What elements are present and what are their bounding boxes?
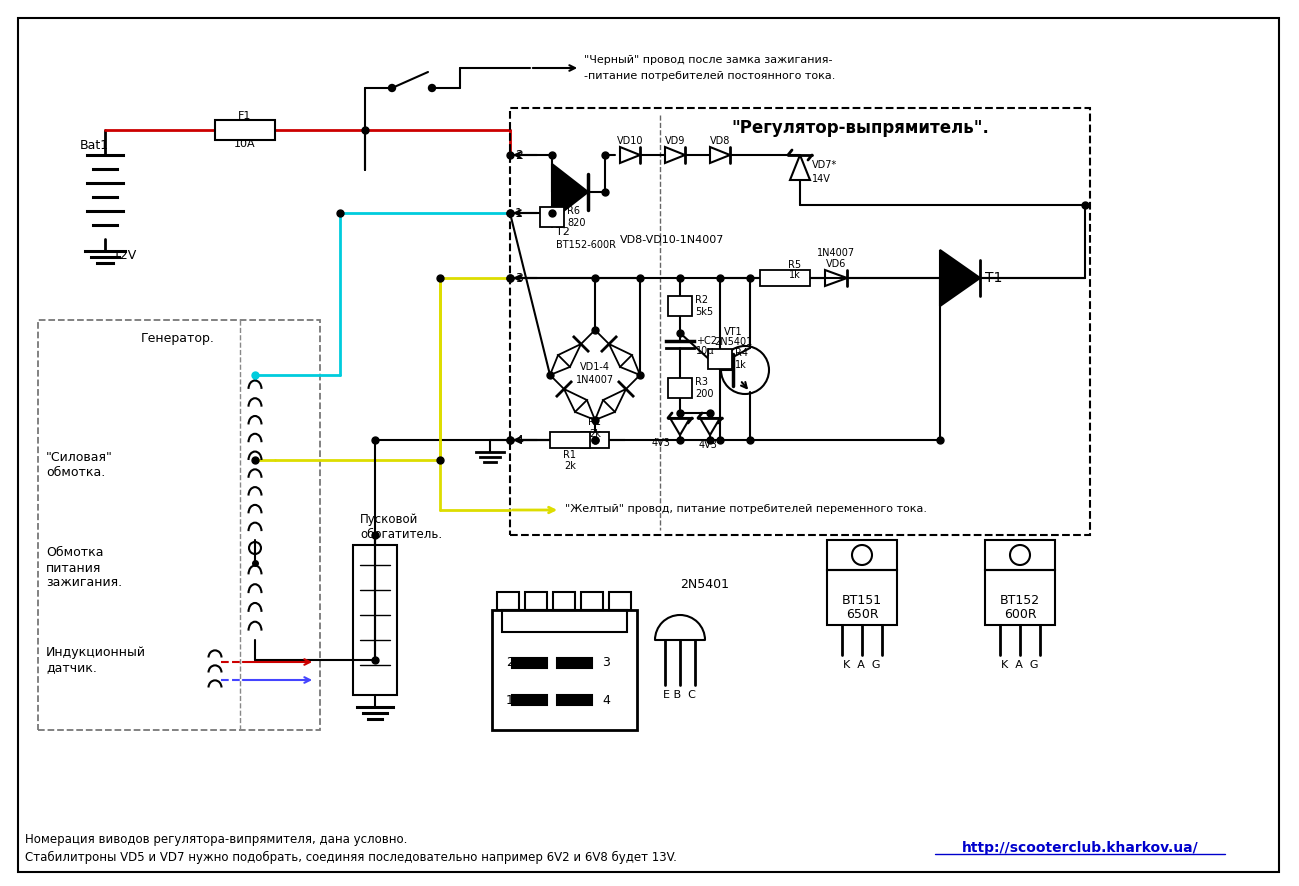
Text: +C2: +C2 xyxy=(696,336,717,346)
Bar xyxy=(526,592,547,610)
Text: Обмотка
питания
зажигания.: Обмотка питания зажигания. xyxy=(45,547,122,589)
Text: Стабилитроны VD5 и VD7 нужно подобрать, соединяя последовательно например 6V2 и : Стабилитроны VD5 и VD7 нужно подобрать, … xyxy=(25,851,677,864)
Bar xyxy=(985,540,1055,570)
Text: BT152-600R: BT152-600R xyxy=(556,240,616,250)
Text: 2: 2 xyxy=(514,149,523,161)
Text: 4V3: 4V3 xyxy=(699,440,717,450)
Bar xyxy=(827,570,898,625)
Bar xyxy=(827,540,898,570)
Text: 3: 3 xyxy=(601,657,609,670)
Bar xyxy=(557,658,592,668)
Text: Номерация виводов регулятора-випрямителя, дана условно.: Номерация виводов регулятора-випрямителя… xyxy=(25,834,408,846)
Text: VD9: VD9 xyxy=(665,136,685,146)
Text: 4: 4 xyxy=(514,433,523,447)
Text: Пусковой
обогатитель.: Пусковой обогатитель. xyxy=(360,513,442,541)
Text: 3: 3 xyxy=(514,271,523,284)
Bar xyxy=(553,592,575,610)
Bar xyxy=(582,592,604,610)
Text: VD6: VD6 xyxy=(826,259,846,269)
Bar xyxy=(511,108,1090,535)
Bar xyxy=(498,592,520,610)
Text: 5k5: 5k5 xyxy=(695,307,713,316)
Bar xyxy=(760,270,811,286)
Text: R2: R2 xyxy=(695,294,708,305)
Text: R6: R6 xyxy=(566,206,579,215)
Text: K  A  G: K A G xyxy=(1002,660,1039,670)
Text: 10μ: 10μ xyxy=(696,346,714,356)
Text: VD7*: VD7* xyxy=(812,160,838,170)
Bar xyxy=(708,349,733,369)
Text: R3: R3 xyxy=(695,377,708,387)
Bar xyxy=(501,610,627,632)
Text: VD10: VD10 xyxy=(617,136,643,146)
Bar xyxy=(549,432,590,448)
Text: 1k: 1k xyxy=(735,360,747,370)
Text: Индукционный
датчик.: Индукционный датчик. xyxy=(45,646,145,674)
Text: 4V3: 4V3 xyxy=(652,438,670,448)
Text: 600R: 600R xyxy=(1004,609,1037,621)
Bar xyxy=(668,296,692,315)
Text: "Силовая"
обмотка.: "Силовая" обмотка. xyxy=(45,451,113,479)
Text: 12V: 12V xyxy=(113,248,138,261)
Text: R4: R4 xyxy=(735,348,748,358)
Bar xyxy=(668,378,692,398)
Text: VD8: VD8 xyxy=(709,136,730,146)
Bar xyxy=(492,610,637,730)
Text: "Черный" провод после замка зажигания-: "Черный" провод после замка зажигания- xyxy=(585,55,833,65)
Bar xyxy=(985,570,1055,625)
Text: R1: R1 xyxy=(564,450,577,460)
Text: 1: 1 xyxy=(507,694,514,706)
Text: Генератор.: Генератор. xyxy=(142,331,214,345)
Text: 2k: 2k xyxy=(564,461,575,471)
Text: K  A  G: K A G xyxy=(843,660,881,670)
Text: 200: 200 xyxy=(695,389,713,399)
Bar xyxy=(353,545,397,695)
Text: 2: 2 xyxy=(507,657,514,670)
Text: VD1-4: VD1-4 xyxy=(579,362,611,372)
Polygon shape xyxy=(552,164,588,220)
Bar xyxy=(540,206,564,227)
Bar xyxy=(38,320,320,730)
Text: BT151: BT151 xyxy=(842,594,882,607)
Text: 14V: 14V xyxy=(812,174,831,184)
Polygon shape xyxy=(940,250,979,306)
Bar xyxy=(557,695,592,705)
Text: BT152: BT152 xyxy=(1000,594,1040,607)
Bar xyxy=(581,432,609,448)
Text: 10A: 10A xyxy=(234,139,256,149)
Text: T1: T1 xyxy=(985,271,1003,285)
Text: http://scooterclub.kharkov.ua/: http://scooterclub.kharkov.ua/ xyxy=(961,841,1199,855)
Text: 650R: 650R xyxy=(846,609,878,621)
Text: Bat1: Bat1 xyxy=(81,138,109,152)
Circle shape xyxy=(429,84,435,91)
Text: 1N4007: 1N4007 xyxy=(575,375,614,385)
Text: R1
2k: R1 2k xyxy=(588,417,601,439)
Text: "Желтый" провод, питание потребителей переменного тока.: "Желтый" провод, питание потребителей пе… xyxy=(565,504,927,514)
Circle shape xyxy=(388,84,395,91)
Text: R5: R5 xyxy=(788,260,801,270)
Text: 1: 1 xyxy=(514,206,523,220)
Text: -питание потребителей постоянного тока.: -питание потребителей постоянного тока. xyxy=(585,71,835,81)
Text: 1k: 1k xyxy=(788,270,801,280)
Text: T2: T2 xyxy=(556,227,570,237)
Text: 820: 820 xyxy=(566,217,586,228)
Text: VT1: VT1 xyxy=(724,327,742,337)
Text: 2N5401: 2N5401 xyxy=(714,337,752,347)
Bar xyxy=(512,695,547,705)
Text: "Регулятор-выпрямитель".: "Регулятор-выпрямитель". xyxy=(731,119,989,137)
Text: E B  C: E B C xyxy=(662,690,696,700)
Text: 2N5401: 2N5401 xyxy=(679,579,729,592)
Bar xyxy=(609,592,631,610)
Text: F1: F1 xyxy=(238,111,252,121)
Text: 1N4007: 1N4007 xyxy=(817,248,855,258)
Bar xyxy=(216,120,275,140)
Bar xyxy=(512,658,547,668)
Text: 4: 4 xyxy=(601,694,609,706)
Text: VD8-VD10-1N4007: VD8-VD10-1N4007 xyxy=(620,235,725,245)
